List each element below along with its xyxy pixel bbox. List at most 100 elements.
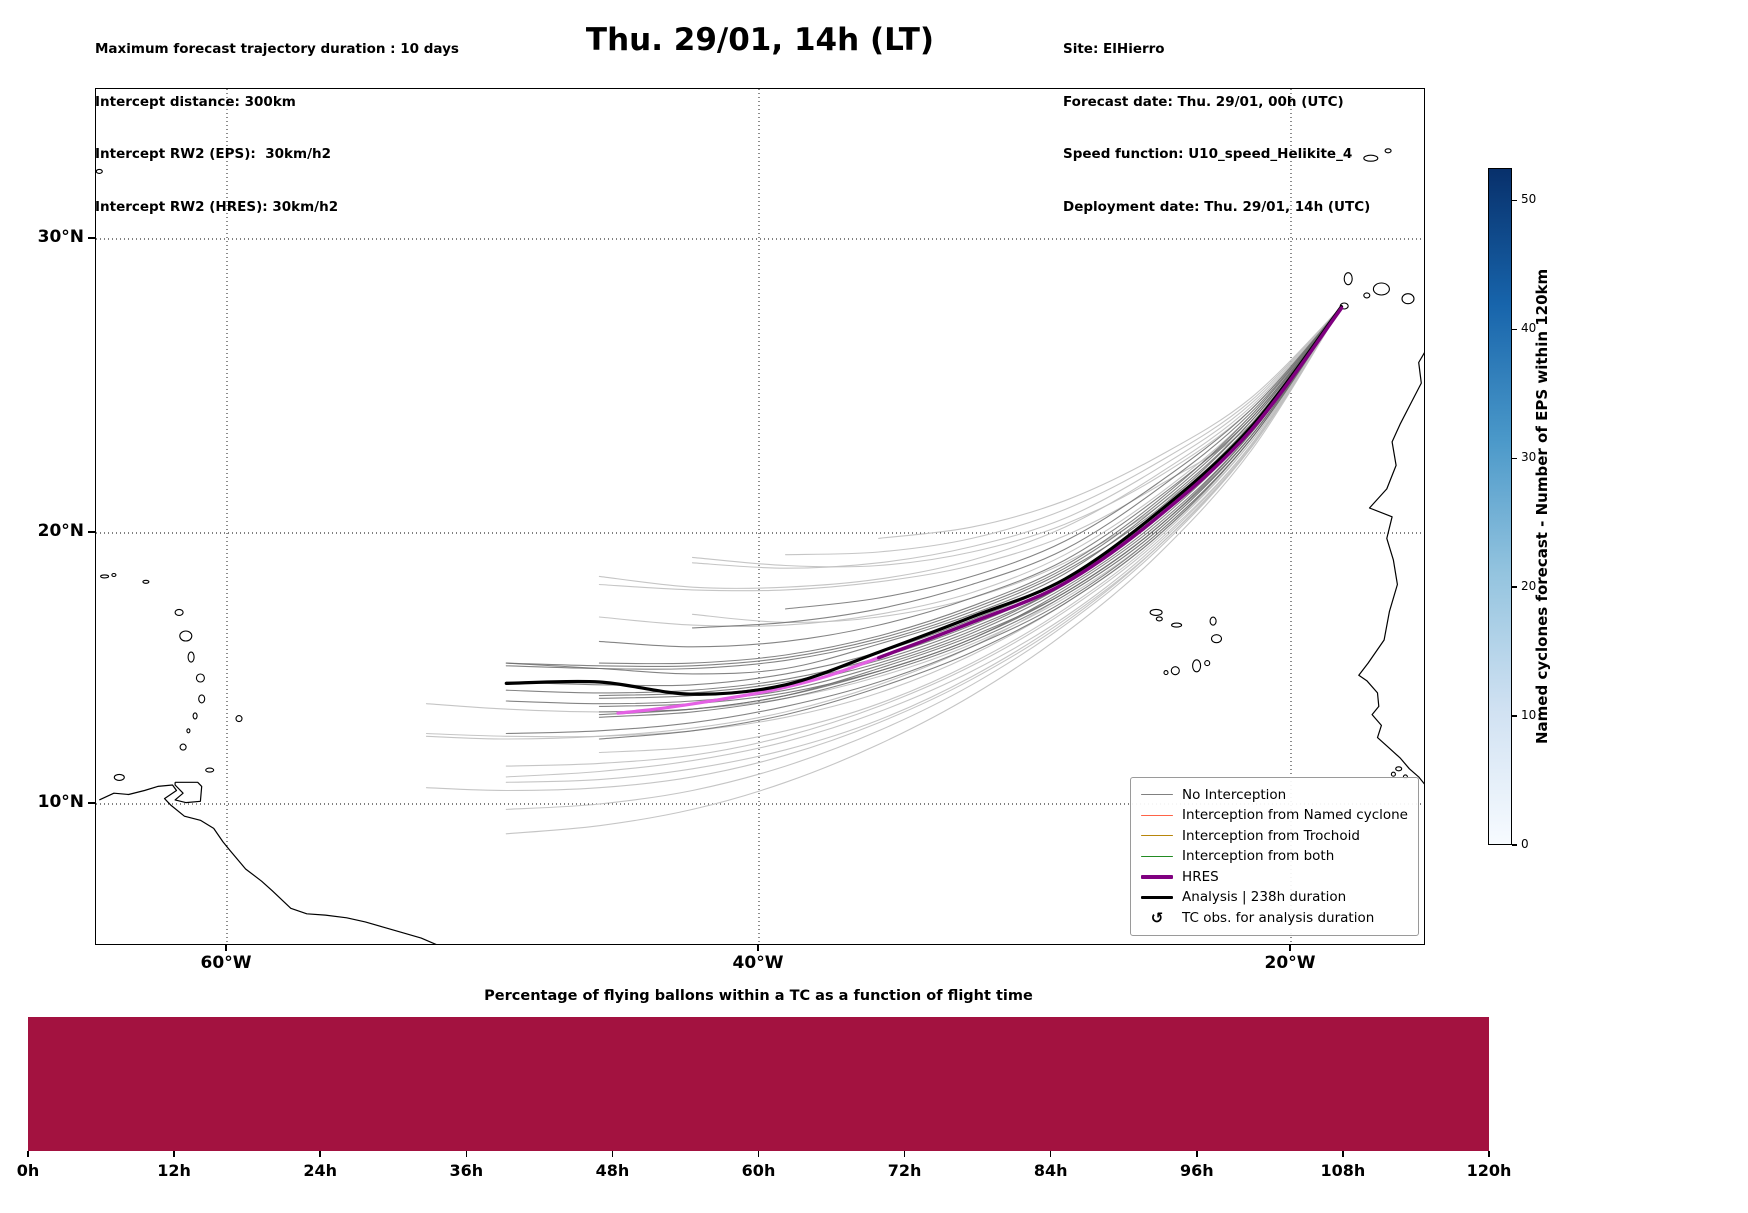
eps-member-trajectory (598, 306, 1343, 697)
eps-member-trajectory (505, 306, 1343, 783)
tc-obs-marker-icon: ↺ (1150, 908, 1164, 927)
island (1163, 670, 1169, 676)
meta-right: Site: ElHierro Forecast date: Thu. 29/01… (1063, 6, 1370, 251)
eps-member-trajectory (785, 306, 1343, 610)
colorbar-tick (1512, 328, 1517, 330)
eps-member-trajectory (505, 306, 1343, 670)
legend-line-sample (1141, 895, 1174, 899)
colorbar-tick-label: 10 (1521, 708, 1537, 723)
colorbar-tick-label: 0 (1521, 837, 1529, 851)
bottom-x-tick (27, 1151, 29, 1157)
y-tick-label: 10°N (37, 792, 84, 812)
legend: No Interception Interception from Named c… (1130, 776, 1419, 936)
bottom-x-tick-label: 120h (1466, 1161, 1512, 1180)
coastline (99, 784, 437, 944)
legend-item: Interception from Named cyclone (1141, 805, 1408, 826)
island (1343, 272, 1353, 286)
island (1363, 154, 1379, 162)
bottom-x-tick-label: 48h (595, 1161, 630, 1180)
island (1155, 616, 1163, 622)
bottom-x-tick-label: 0h (16, 1161, 40, 1180)
x-tick-label: 20°W (1264, 953, 1316, 973)
bottom-x-tick (1196, 1151, 1198, 1157)
eps-member-trajectory (425, 306, 1343, 740)
bottom-x-tick (1488, 1151, 1490, 1157)
island (1395, 766, 1403, 772)
eps-member-trajectory (505, 306, 1343, 687)
x-tick-label: 40°W (732, 953, 784, 973)
island (235, 715, 243, 723)
island (111, 572, 117, 578)
legend-label: Analysis | 238h duration (1182, 889, 1347, 906)
eps-member-trajectory (691, 306, 1343, 629)
coastline (1358, 352, 1424, 785)
map-plot: No Interception Interception from Named c… (95, 88, 1425, 945)
island (205, 767, 215, 773)
eps-member-trajectory (505, 306, 1343, 668)
island (1390, 771, 1396, 777)
legend-line-sample (1141, 855, 1174, 857)
legend-item: Interception from Trochoid (1141, 826, 1408, 847)
y-tick (88, 802, 95, 804)
meta-left: Maximum forecast trajectory duration : 1… (95, 6, 459, 251)
colorbar (1488, 168, 1512, 845)
island (179, 743, 187, 751)
figure-title: Thu. 29/01, 14h (LT) (585, 22, 935, 58)
island (100, 574, 110, 579)
legend-item: No Interception (1141, 785, 1408, 806)
bottom-x-tick (757, 1151, 760, 1157)
legend-label: Interception from Named cyclone (1182, 807, 1408, 824)
eps-member-trajectory (691, 306, 1343, 569)
hres-trajectory (876, 306, 1344, 660)
y-tick (88, 531, 95, 533)
island (1209, 616, 1217, 626)
island (198, 694, 206, 704)
eps-member-trajectory (785, 306, 1343, 556)
bottom-x-tick-label: 72h (887, 1161, 922, 1180)
legend-label: HRES (1182, 868, 1219, 885)
bottom-x-tick-label: 60h (741, 1161, 776, 1180)
y-tick (88, 237, 95, 239)
colorbar-tick (1512, 457, 1517, 459)
island (192, 712, 198, 720)
legend-line-sample (1141, 835, 1174, 837)
bottom-x-tick-label: 96h (1179, 1161, 1214, 1180)
island (1401, 293, 1415, 305)
legend-item: HRES (1141, 867, 1408, 888)
island (1192, 659, 1202, 673)
map-svg (96, 89, 1424, 944)
island (1384, 148, 1392, 154)
bottom-x-tick-label: 108h (1320, 1161, 1366, 1180)
eps-member-trajectory (598, 306, 1343, 589)
legend-label: No Interception (1182, 786, 1287, 803)
eps-member-trajectory (425, 306, 1343, 792)
bottom-x-tick-label: 36h (449, 1161, 484, 1180)
eps-member-trajectory (878, 306, 1343, 539)
island (1372, 282, 1390, 296)
bottom-x-tick (1049, 1151, 1052, 1157)
colorbar-tick-label: 20 (1521, 579, 1537, 594)
y-tick-label: 30°N (37, 227, 84, 247)
legend-label: Interception from Trochoid (1182, 827, 1360, 844)
island (179, 630, 193, 642)
meta-left-line-1: Maximum forecast trajectory duration : 1… (95, 41, 459, 57)
meta-left-line-3: Intercept RW2 (EPS): 30km/h2 (95, 146, 331, 162)
island (186, 728, 191, 734)
island (1170, 666, 1180, 676)
colorbar-tick (1512, 586, 1517, 588)
legend-line-sample (1141, 814, 1174, 816)
x-tick-label: 60°W (200, 953, 252, 973)
legend-item: Analysis | 238h duration (1141, 887, 1408, 908)
meta-right-line-1: Site: ElHierro (1063, 41, 1165, 57)
island (195, 673, 205, 683)
x-tick (1289, 945, 1291, 951)
island (142, 579, 150, 584)
x-tick (225, 945, 227, 951)
colorbar-label: Named cyclones forecast - Number of EPS … (1533, 268, 1551, 745)
eps-member-trajectory (598, 306, 1343, 707)
x-tick (757, 945, 759, 951)
meta-left-line-2: Intercept distance: 300km (95, 93, 296, 110)
tc-percentage-bar (28, 1017, 1489, 1151)
eps-member-trajectory (505, 306, 1343, 767)
